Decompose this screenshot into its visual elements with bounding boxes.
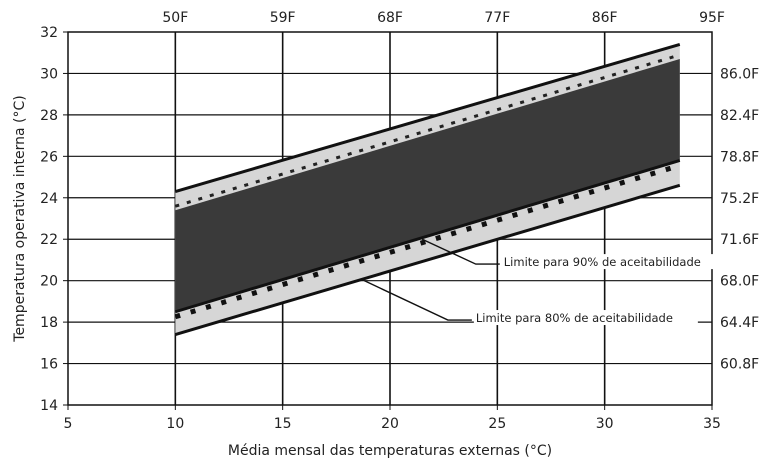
axis-ticks: 5 10 15 20 25 30 35 14 16 18 20 22 24 26 28 30 32 50F 59F 6… xyxy=(40,10,759,432)
y-tick-label: 20 xyxy=(40,274,58,290)
limit-90-callout-line xyxy=(421,238,500,265)
acceptability-bands xyxy=(174,42,681,336)
y-tick-label: 26 xyxy=(40,149,58,165)
top-tick-label: 50F xyxy=(162,10,188,26)
x-tick-label: 5 xyxy=(64,416,73,432)
top-tick-label: 95F xyxy=(699,10,725,26)
band-90-percent xyxy=(175,58,680,312)
x-tick-label: 30 xyxy=(596,416,614,432)
y-tick-label: 14 xyxy=(40,398,58,414)
limit-90-callout-background xyxy=(501,254,726,270)
right-tick-label: 86.0F xyxy=(720,66,759,82)
x-tick-label: 10 xyxy=(166,416,184,432)
limit-80-callout-line xyxy=(363,280,472,321)
x-tick-label: 25 xyxy=(488,416,506,432)
y-tick-label: 22 xyxy=(40,232,58,248)
limit-90-callout-text: Limite para 90% de aceitabilidade xyxy=(504,255,701,269)
annotations: Limite para 90% de aceitabilidade Limite … xyxy=(363,238,726,326)
right-tick-label: 68.0F xyxy=(720,274,759,290)
y-tick-label: 24 xyxy=(40,191,58,207)
x-tick-label: 35 xyxy=(703,416,721,432)
x-tick-label: 15 xyxy=(274,416,292,432)
right-tick-label: 82.4F xyxy=(720,108,759,124)
right-tick-label: 64.4F xyxy=(720,315,759,331)
limit-90-upper-dash xyxy=(174,53,681,208)
y-tick-label: 16 xyxy=(40,357,58,373)
y-tick-label: 18 xyxy=(40,315,58,331)
top-tick-label: 77F xyxy=(484,10,510,26)
y-axis-label: Temperatura operativa interna (°C) xyxy=(12,95,28,342)
x-axis-label: Média mensal das temperaturas externas (… xyxy=(228,443,552,459)
right-tick-label: 75.2F xyxy=(720,191,759,207)
y-tick-label: 28 xyxy=(40,108,58,124)
limit-80-callout-background xyxy=(473,310,698,326)
right-tick-label: 78.8F xyxy=(720,149,759,165)
y-tick-label: 30 xyxy=(40,66,58,82)
right-tick-label: 71.6F xyxy=(720,232,759,248)
limit-80-lower-line xyxy=(174,183,681,336)
top-tick-label: 86F xyxy=(592,10,618,26)
top-tick-label: 68F xyxy=(377,10,403,26)
top-tick-label: 59F xyxy=(270,10,296,26)
x-tick-label: 20 xyxy=(381,416,399,432)
limit-80-upper-line xyxy=(174,42,681,194)
limit-80-callout-text: Limite para 80% de aceitabilidade xyxy=(476,311,673,325)
limit-90-lower-line xyxy=(174,159,681,314)
right-tick-label: 60.8F xyxy=(720,357,759,373)
y-tick-label: 32 xyxy=(40,25,58,41)
